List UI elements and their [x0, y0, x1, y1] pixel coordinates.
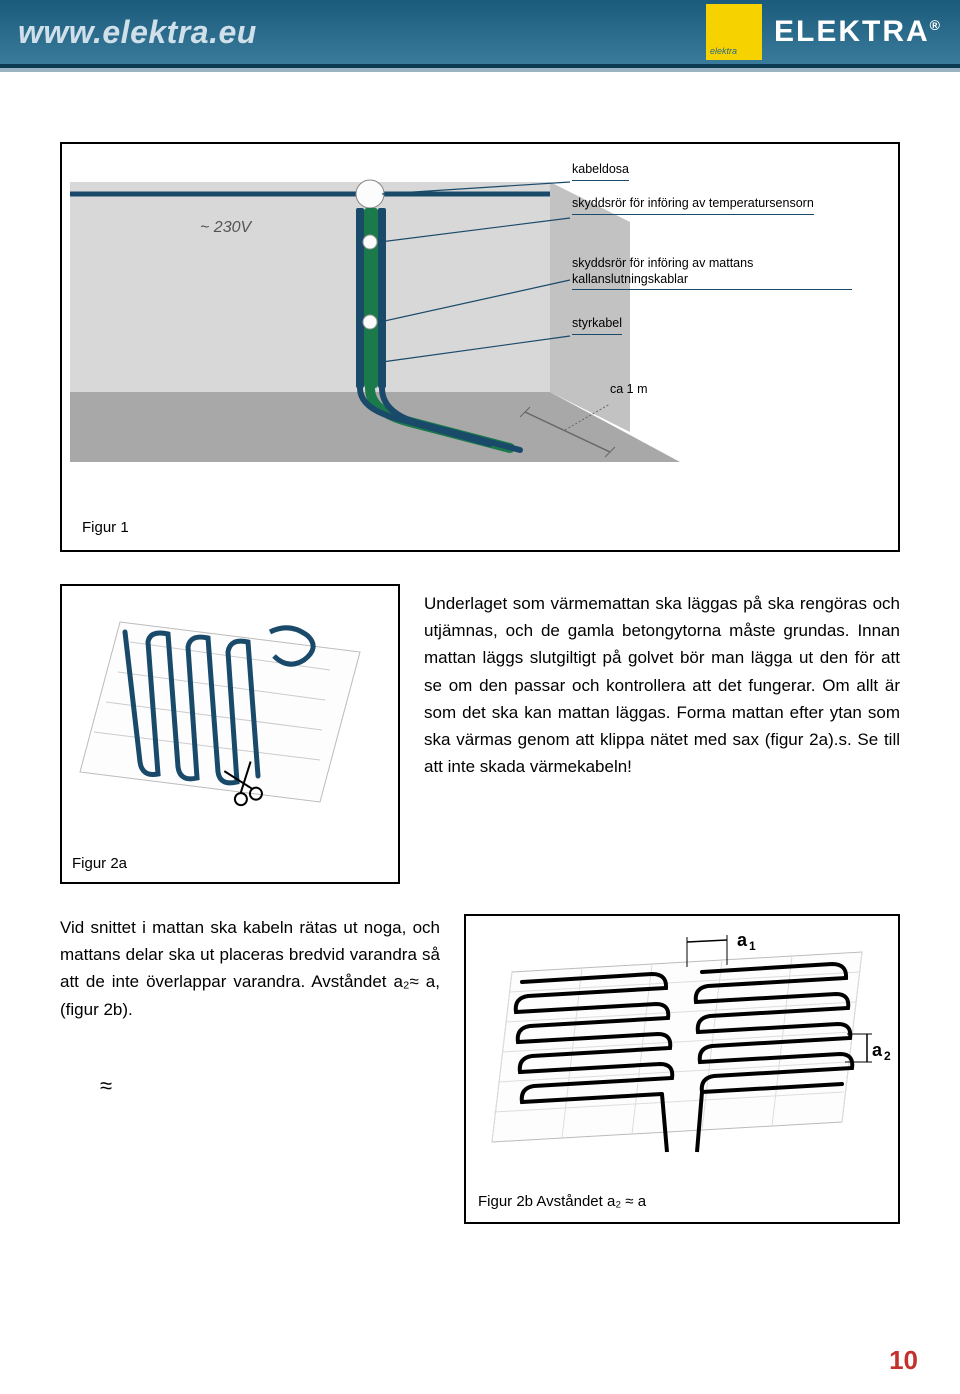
site-url: www.elektra.eu	[18, 14, 257, 51]
svg-text:2: 2	[884, 1049, 891, 1063]
callout-skyddsror-temp-text: skyddsrör för införing av temperatursens…	[572, 196, 814, 215]
figure-2a-box: Figur 2a	[60, 584, 400, 884]
figure-2b-box: a 1 a 2 Figur 2b Avståndet a₂ ≈ a	[464, 914, 900, 1224]
logo-block: ELEKTRA®	[706, 4, 942, 60]
page-number: 10	[889, 1345, 918, 1376]
callout-skyddsror-mattans: skyddsrör för införing av mattans kallan…	[572, 256, 852, 290]
paragraph-2: Vid snittet i mattan ska kabeln rätas ut…	[60, 914, 440, 1023]
figure-2b-caption: Figur 2b Avståndet a₂ ≈ a	[478, 1193, 646, 1210]
brand-text: ELEKTRA	[774, 15, 930, 48]
page-header: www.elektra.eu ELEKTRA®	[0, 0, 960, 68]
page-content: ~ 230V kabeldosa skyddsrör för införing …	[0, 72, 960, 1394]
callout-styrkabel: styrkabel	[572, 316, 622, 335]
callout-styrkabel-text: styrkabel	[572, 316, 622, 335]
figure-1-caption: Figur 1	[76, 509, 135, 540]
brand-name: ELEKTRA®	[774, 15, 942, 49]
callout-skyddsror-mattans-text: skyddsrör för införing av mattans kallan…	[572, 256, 852, 290]
callout-kabeldosa: kabeldosa	[572, 162, 629, 181]
paragraph-1: Underlaget som värmemattan ska läggas på…	[424, 584, 900, 780]
figure-1-box: ~ 230V kabeldosa skyddsrör för införing …	[60, 142, 900, 552]
callout-skyddsror-temp: skyddsrör för införing av temperatursens…	[572, 196, 852, 215]
voltage-label: ~ 230V	[200, 219, 252, 236]
callout-kabeldosa-text: kabeldosa	[572, 162, 629, 181]
row-fig2b: Vid snittet i mattan ska kabeln rätas ut…	[60, 914, 900, 1224]
figure-2a-caption: Figur 2a	[72, 855, 127, 872]
row-fig2a: Figur 2a Underlaget som värmemattan ska …	[60, 584, 900, 884]
approx-symbol: ≈	[100, 1073, 440, 1099]
figure-2a-diagram	[68, 592, 392, 822]
brand-reg: ®	[930, 17, 942, 33]
distance-text: ca 1 m	[610, 382, 648, 396]
elektra-logo-icon	[706, 4, 762, 60]
distance-label: ca 1 m	[610, 382, 648, 398]
figure-2b-diagram: a 1 a 2	[472, 922, 892, 1167]
left-col-row3: Vid snittet i mattan ska kabeln rätas ut…	[60, 914, 440, 1099]
svg-text:1: 1	[749, 939, 756, 953]
svg-text:a: a	[737, 930, 748, 950]
svg-text:a: a	[872, 1040, 883, 1060]
